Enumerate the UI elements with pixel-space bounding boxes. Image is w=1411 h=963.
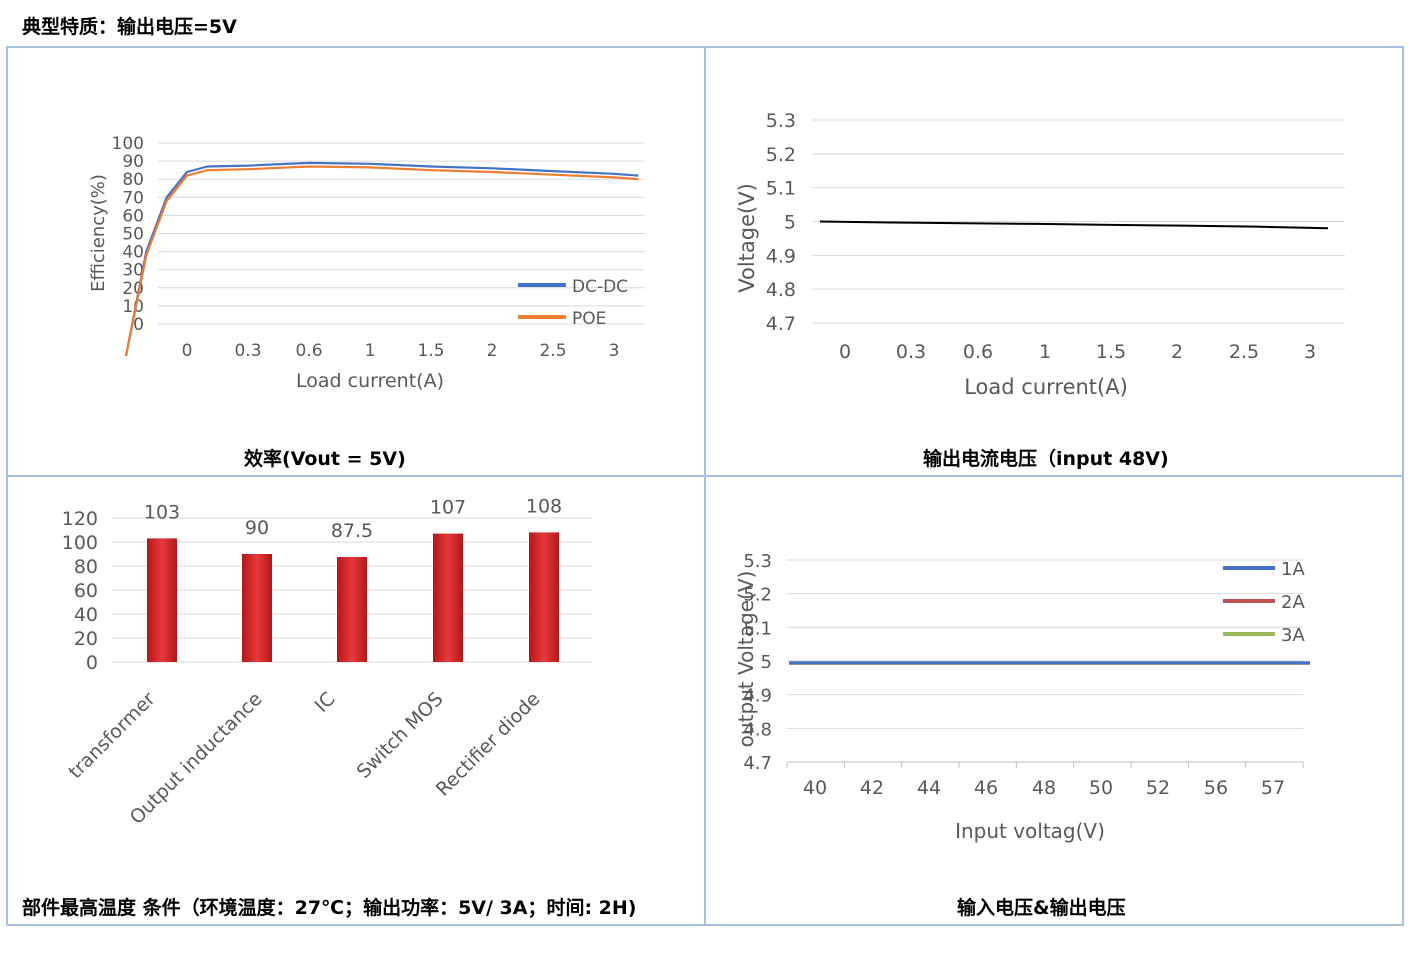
chart4-y-tick-label: 5 xyxy=(761,652,772,673)
chart2-y-axis-label: Voltage(V) xyxy=(735,183,759,293)
chart1-y-tick-label: 80 xyxy=(122,170,144,190)
caption-voltage-current: 输出电流电压（input 48V) xyxy=(923,448,1169,470)
chart1-x-tick-label: 3 xyxy=(609,341,620,361)
chart2-series-line xyxy=(819,220,1329,230)
grid-divider-horizontal xyxy=(6,475,1404,477)
chart4-y-tick-label: 4.8 xyxy=(743,719,772,740)
chart3-data-label: 108 xyxy=(526,495,562,517)
chart4-x-tick-label: 50 xyxy=(1089,777,1113,799)
chart3-y-tick-label: 80 xyxy=(74,556,98,578)
grid-divider-vertical xyxy=(704,46,706,926)
chart2-y-tick-label: 4.7 xyxy=(766,313,796,335)
chart3-data-label: 107 xyxy=(430,497,466,519)
chart4-y-axis-label: output Voltage(V) xyxy=(734,571,758,748)
chart1-legend-label: POE xyxy=(572,309,606,329)
chart3-bar xyxy=(147,538,177,662)
chart4-y-tick-label: 5.3 xyxy=(743,551,772,572)
chart3-data-label: 103 xyxy=(144,501,180,523)
chart2-x-tick-label: 0.6 xyxy=(963,341,993,363)
chart2-y-tick-label: 5.3 xyxy=(766,110,796,132)
chart1-series-line xyxy=(124,165,639,357)
chart4-x-tick-label: 44 xyxy=(917,777,941,799)
chart3-bar xyxy=(337,557,367,662)
chart4-x-tick-label: 40 xyxy=(803,777,827,799)
chart3-y-tick-label: 100 xyxy=(62,532,98,554)
chart2-x-tick-label: 0.3 xyxy=(896,341,926,363)
chart3-y-tick-label: 120 xyxy=(62,508,98,530)
chart4-y-tick-label: 4.9 xyxy=(743,686,772,707)
chart2-x-tick-label: 1.5 xyxy=(1096,341,1126,363)
chart2-x-tick-label: 1 xyxy=(1039,341,1051,363)
chart1-series-line xyxy=(124,161,639,357)
chart4-x-tick-label: 46 xyxy=(974,777,998,799)
chart3-y-tick-label: 40 xyxy=(74,604,98,626)
chart3-y-tick-label: 20 xyxy=(74,628,98,650)
chart1-y-tick-label: 0 xyxy=(133,315,144,335)
chart1-y-tick-label: 40 xyxy=(122,243,144,263)
caption-efficiency: 效率(Vout = 5V) xyxy=(244,448,406,470)
chart1-x-tick-label: 0.3 xyxy=(234,341,261,361)
chart3-category-label: Rectifier diode xyxy=(432,688,545,801)
chart2-y-tick-label: 5 xyxy=(784,212,796,234)
chart1-legend-label: DC-DC xyxy=(572,277,628,297)
chart4-legend-label: 3A xyxy=(1281,625,1305,646)
chart2-y-tick-label: 4.8 xyxy=(766,279,796,301)
caption-input-output: 输入电压&输出电压 xyxy=(957,897,1126,919)
chart3-bar xyxy=(242,554,272,662)
chart1-y-tick-label: 10 xyxy=(122,297,144,317)
chart4-x-tick-label: 56 xyxy=(1204,777,1228,799)
caption-temperature: 部件最高温度 条件（环境温度：27℃；输出功率：5V/ 3A；时间: 2H) xyxy=(22,897,637,919)
chart1-x-tick-label: 0 xyxy=(182,341,193,361)
chart2-y-tick-label: 5.2 xyxy=(766,144,796,166)
chart3-data-label: 90 xyxy=(245,517,269,539)
chart4-x-tick-label: 42 xyxy=(860,777,884,799)
chart2-x-tick-label: 0 xyxy=(839,341,851,363)
chart4-y-tick-label: 4.7 xyxy=(743,753,772,774)
chart3-category-label: transformer xyxy=(64,688,159,783)
chart4-y-tick-label: 5.2 xyxy=(743,585,772,606)
chart3-bar xyxy=(529,532,559,662)
chart4-x-tick-label: 48 xyxy=(1032,777,1056,799)
chart4-y-tick-label: 5.1 xyxy=(743,618,772,639)
chart1-y-tick-label: 70 xyxy=(122,188,144,208)
chart1-y-axis-label: Efficiency(%) xyxy=(88,174,109,292)
chart4-x-tick-label: 57 xyxy=(1261,777,1285,799)
chart1-y-tick-label: 60 xyxy=(122,206,144,226)
chart2-y-tick-label: 5.1 xyxy=(766,178,796,200)
chart3-data-label: 87.5 xyxy=(331,520,373,542)
chart1-y-tick-label: 100 xyxy=(112,134,144,154)
chart1-x-tick-label: 2 xyxy=(487,341,498,361)
chart2-y-tick-label: 4.9 xyxy=(766,245,796,267)
chart4-legend-label: 2A xyxy=(1281,592,1305,613)
chart3-y-tick-label: 60 xyxy=(74,580,98,602)
chart1-x-tick-label: 1 xyxy=(365,341,376,361)
chart2-x-tick-label: 2.5 xyxy=(1229,341,1259,363)
chart1-x-tick-label: 2.5 xyxy=(539,341,566,361)
chart1-x-tick-label: 1.5 xyxy=(417,341,444,361)
chart3-category-label: IC xyxy=(311,688,340,717)
chart2-x-axis-label: Load current(A) xyxy=(964,375,1128,399)
chart3-category-label: Switch MOS xyxy=(353,688,448,783)
chart3-bar xyxy=(433,533,463,662)
chart1-x-axis-label: Load current(A) xyxy=(296,370,444,392)
chart2-x-tick-label: 2 xyxy=(1171,341,1183,363)
chart4-x-tick-label: 52 xyxy=(1146,777,1170,799)
chart4-x-axis-label: Input voltag(V) xyxy=(955,819,1105,843)
chart1-y-tick-label: 30 xyxy=(122,261,144,281)
chart3-y-tick-label: 0 xyxy=(86,652,98,674)
chart1-y-tick-label: 90 xyxy=(122,152,144,172)
chart1-x-tick-label: 0.6 xyxy=(295,341,322,361)
chart4-legend-label: 1A xyxy=(1281,559,1305,580)
chart1-y-tick-label: 50 xyxy=(122,225,144,245)
chart2-x-tick-label: 3 xyxy=(1304,341,1316,363)
page-title: 典型特质：输出电压=5V xyxy=(22,16,237,38)
